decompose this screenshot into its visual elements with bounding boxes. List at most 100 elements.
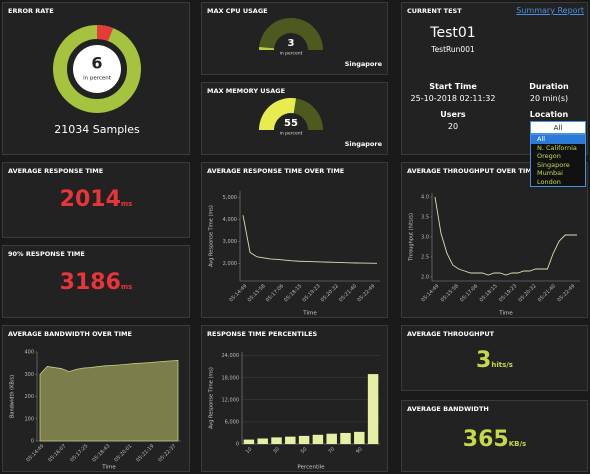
x-tick-label: 05:18:43: [91, 443, 111, 463]
avg-response-panel: AVERAGE RESPONSE TIME 2014ms: [2, 162, 190, 238]
x-tick-label: 05:14:49: [228, 283, 248, 303]
location-option[interactable]: N. California: [537, 143, 577, 152]
location-option[interactable]: All: [531, 135, 585, 144]
chart: 2.0 2.5 3.0 3.5 4.0 Throughput (hits/s) Time 05…: [409, 193, 580, 317]
summary-report-link[interactable]: Summary Report: [516, 6, 584, 15]
y-tick-label: 6,000: [225, 419, 239, 425]
donut-center: [73, 45, 121, 93]
location-select[interactable]: All: [530, 121, 586, 134]
bar: [298, 435, 310, 444]
gauge-unit: in percent: [280, 51, 303, 57]
cpu-panel: MAX CPU USAGE 3 in percent Singapore: [201, 2, 388, 75]
big-number: 2014ms: [3, 187, 189, 212]
x-tick-label: 50: [300, 446, 309, 455]
panel-title: RESPONSE TIME PERCENTILES: [207, 330, 318, 338]
value: 3: [476, 348, 492, 373]
panel-title: AVERAGE RESPONSE TIME OVER TIME: [207, 167, 345, 175]
throughput-chart-panel: AVERAGE THROUGHPUT OVER TIME 2.0 2.5 3.0 3.…: [401, 162, 588, 318]
panel-title: AVERAGE THROUGHPUT: [407, 330, 495, 338]
y-tick-label: 18,000: [222, 375, 240, 381]
x-axis-label: Percentile: [297, 465, 325, 471]
y-tick-label: 24,000: [222, 353, 240, 359]
x-tick-label: 05:17:25: [69, 443, 89, 463]
x-tick-label: 05:18:15: [283, 283, 303, 303]
y-tick-label: 3,000: [223, 239, 237, 245]
y-tick-label: 0: [236, 442, 239, 448]
big-number: 3186ms: [3, 270, 189, 295]
error-arc: [97, 25, 114, 42]
x-tick-label: 90: [355, 446, 364, 455]
location-option[interactable]: Mumbai: [537, 169, 563, 177]
x-tick-label: 05:19:23: [498, 283, 518, 303]
x-tick-label: 05:17:06: [265, 283, 285, 303]
y-tick-label: 2.5: [421, 255, 429, 261]
y-tick-label: 4,000: [223, 217, 237, 223]
y-tick-label: 0: [31, 439, 34, 445]
x-tick-label: 05:14:49: [420, 283, 440, 303]
y-tick-label: 2.0: [421, 275, 429, 281]
panel-title: AVERAGE THROUGHPUT OVER TIME: [407, 167, 537, 175]
value: 3186: [59, 270, 121, 295]
bar: [367, 374, 379, 444]
big-number: 365KB/s: [402, 427, 587, 452]
x-tick-label: 05:16:07: [47, 443, 67, 463]
x-tick-label: 05:22:37: [157, 443, 177, 463]
donut-value: 6: [91, 54, 102, 73]
x-axis-label: Time: [302, 311, 317, 317]
donut: 6 in percent 21034 Samples: [53, 25, 141, 136]
samples: 21034 Samples: [54, 123, 140, 136]
field-value: 20: [447, 122, 459, 131]
panel-title: MAX CPU USAGE: [207, 7, 268, 15]
y-tick-label: 3.0: [421, 235, 429, 241]
panel-title: AVERAGE BANDWIDTH OVER TIME: [8, 330, 132, 338]
bar: [257, 438, 268, 444]
gauge-location: Singapore: [345, 140, 383, 148]
gauge: 3 in percent Singapore: [259, 18, 383, 68]
x-tick-label: 05:21:19: [135, 443, 155, 463]
x-tick-label: 05:20:32: [320, 283, 340, 303]
x-tick-label: 05:19:23: [301, 283, 321, 303]
y-tick-label: 4.0: [421, 195, 429, 201]
avg-throughput-panel: AVERAGE THROUGHPUT 3hits/s: [401, 325, 588, 391]
field-label: Duration: [529, 82, 569, 91]
value: 2014: [59, 187, 121, 212]
location-option[interactable]: Oregon: [537, 152, 561, 160]
field-label: Location: [529, 110, 569, 119]
gauge-location: Singapore: [345, 60, 383, 68]
bar: [340, 432, 351, 444]
panel-title: CURRENT TEST: [407, 7, 462, 15]
gauge-value: 55: [284, 118, 298, 129]
bar: [285, 436, 296, 444]
chart: 0 6,000 12,000 18,000 24,000 Avg Response Tim…: [209, 352, 380, 471]
y-axis-label: Throughput (hits/s): [409, 213, 415, 262]
gauge-track: [259, 18, 323, 50]
location-option[interactable]: London: [537, 177, 561, 186]
y-tick-label: 300: [24, 372, 34, 378]
x-tick-label: 05:18:15: [479, 283, 499, 303]
y-tick-label: 12,000: [222, 397, 240, 403]
panel-title: ERROR RATE: [8, 7, 54, 15]
gauge-value: 3: [288, 38, 295, 49]
chart: 2,000 3,000 4,000 5,000 Avg Response Time (m…: [209, 191, 380, 317]
y-tick-label: 100: [24, 416, 34, 422]
unit: ms: [120, 200, 133, 208]
gauge-fill: [259, 98, 297, 130]
field-value: 25-10-2018 02:11:32: [410, 94, 496, 103]
panel-title: AVERAGE BANDWIDTH: [407, 405, 489, 413]
x-tick-label: 05:15:58: [440, 283, 460, 303]
big-number: 3hits/s: [402, 348, 587, 373]
y-axis-label: Avg Response Time (ms): [209, 367, 215, 429]
field-label: Start Time: [429, 82, 477, 91]
x-tick-label: 05:21:40: [338, 283, 358, 303]
location-option[interactable]: Singapore: [537, 160, 570, 169]
bandwidth-chart-panel: AVERAGE BANDWIDTH OVER TIME 0 100 200 300 40…: [2, 325, 190, 472]
panel-title: 90% RESPONSE TIME: [8, 250, 85, 258]
gauge-fill: [259, 46, 275, 50]
p90-response-panel: 90% RESPONSE TIME 3186ms: [2, 245, 190, 318]
x-tick-label: 70: [327, 446, 336, 455]
x-tick-label: 05:15:58: [247, 283, 267, 303]
panel-title: AVERAGE RESPONSE TIME: [8, 167, 104, 175]
response-chart-panel: AVERAGE RESPONSE TIME OVER TIME 2,000 3,0…: [201, 162, 388, 318]
y-tick-label: 400: [24, 350, 34, 356]
